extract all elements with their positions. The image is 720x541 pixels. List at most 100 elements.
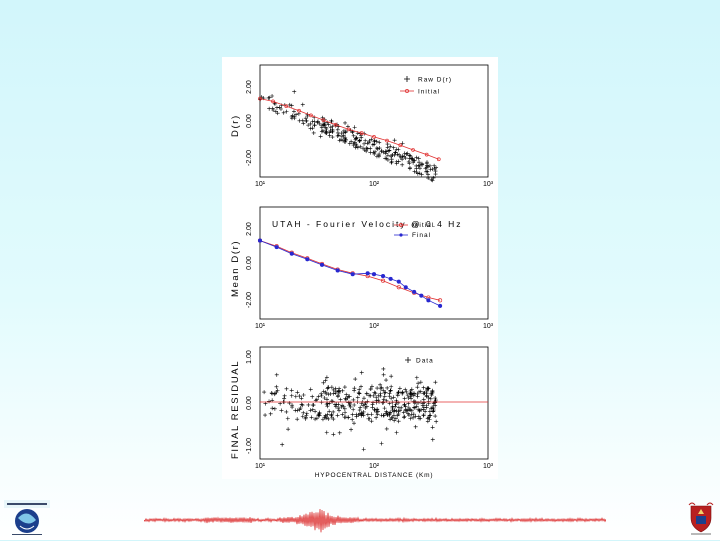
raw-point bbox=[386, 148, 391, 153]
residual-point bbox=[408, 391, 413, 396]
raw-point bbox=[432, 163, 437, 168]
residual-point bbox=[411, 415, 416, 420]
residual-point bbox=[424, 388, 429, 393]
residual-point bbox=[411, 405, 416, 410]
residual-point bbox=[361, 447, 366, 452]
residual-point bbox=[416, 414, 421, 419]
series-point-final bbox=[403, 285, 408, 290]
residual-point bbox=[353, 377, 358, 382]
residual-point bbox=[337, 430, 342, 435]
residual-point bbox=[385, 385, 390, 390]
residual-point bbox=[393, 402, 398, 407]
initial-point bbox=[309, 113, 313, 118]
residual-point bbox=[368, 387, 373, 392]
residual-point bbox=[321, 380, 326, 385]
initial-point bbox=[424, 152, 429, 157]
residual-point bbox=[309, 415, 314, 420]
residual-point bbox=[431, 406, 436, 411]
university-crest-svg bbox=[688, 502, 714, 535]
residual-point bbox=[304, 413, 309, 418]
raw-point bbox=[273, 109, 278, 114]
legend-mid-initial-label: Initial bbox=[412, 222, 434, 229]
raw-point bbox=[270, 106, 275, 111]
raw-point bbox=[427, 163, 432, 168]
series-point-final bbox=[305, 257, 310, 262]
residual-point bbox=[357, 387, 362, 392]
raw-point bbox=[342, 136, 347, 141]
panel-middle: Mean D(r) 2.00 0.00 -2.00 10¹ 10² 10³ UT… bbox=[230, 206, 494, 330]
raw-point bbox=[407, 161, 412, 166]
raw-point bbox=[272, 101, 277, 106]
university-logo-left bbox=[4, 500, 50, 536]
initial-point bbox=[359, 131, 364, 135]
residual-point bbox=[422, 400, 427, 405]
crest-emblem bbox=[698, 509, 704, 514]
residual-point bbox=[362, 402, 367, 407]
raw-point bbox=[361, 146, 366, 151]
raw-point bbox=[364, 149, 369, 154]
raw-point bbox=[397, 152, 402, 157]
panel-middle-legend: Initial Final bbox=[394, 222, 434, 239]
residual-point bbox=[433, 396, 438, 401]
series-point-final bbox=[365, 271, 370, 276]
residual-point bbox=[349, 427, 354, 432]
residual-point bbox=[350, 417, 355, 422]
residual-point bbox=[415, 385, 420, 390]
initial-point bbox=[411, 148, 415, 152]
residual-point bbox=[342, 406, 347, 411]
panel-middle-series bbox=[257, 238, 443, 308]
raw-point bbox=[392, 138, 397, 143]
residual-point bbox=[316, 412, 321, 417]
residual-point bbox=[316, 394, 321, 399]
raw-point bbox=[337, 138, 342, 143]
residual-point bbox=[425, 387, 430, 392]
residual-point bbox=[424, 405, 429, 410]
raw-point bbox=[310, 119, 315, 124]
logo-left-arc bbox=[19, 525, 35, 530]
residual-point bbox=[375, 386, 380, 391]
residual-point bbox=[406, 413, 411, 418]
residual-point bbox=[327, 409, 332, 414]
residual-point bbox=[352, 421, 357, 426]
residual-point bbox=[387, 391, 392, 396]
raw-point bbox=[274, 105, 279, 110]
residual-point bbox=[329, 399, 334, 404]
residual-point bbox=[336, 393, 341, 398]
raw-point bbox=[420, 162, 425, 167]
residual-point bbox=[391, 413, 396, 418]
raw-point bbox=[300, 102, 305, 107]
residual-point bbox=[340, 412, 345, 417]
residual-point bbox=[379, 441, 384, 446]
legend-mid-final-label: Final bbox=[412, 232, 431, 239]
panel-top-xtick-2: 10³ bbox=[483, 181, 494, 188]
residual-point bbox=[272, 406, 277, 411]
residual-point bbox=[321, 389, 326, 394]
residual-point bbox=[282, 396, 287, 401]
raw-point bbox=[363, 138, 368, 143]
raw-point bbox=[395, 152, 400, 157]
legend-initial-label: Initial bbox=[418, 89, 440, 96]
residual-point bbox=[280, 442, 285, 447]
series-point-final bbox=[289, 251, 294, 256]
residual-point bbox=[402, 414, 407, 419]
logo-left-swirl bbox=[18, 513, 36, 524]
residual-point bbox=[378, 391, 383, 396]
residual-point bbox=[430, 425, 435, 430]
raw-point bbox=[304, 118, 309, 123]
residual-point bbox=[301, 410, 306, 415]
panel-bottom-ytick-2: -1.00 bbox=[246, 438, 253, 454]
residual-point bbox=[384, 409, 389, 414]
residual-point bbox=[347, 394, 352, 399]
residual-point bbox=[314, 416, 319, 421]
residual-point bbox=[401, 410, 406, 415]
raw-point bbox=[297, 118, 302, 123]
panel-middle-ytick-2: -2.00 bbox=[246, 292, 253, 308]
raw-point bbox=[431, 175, 436, 180]
residual-point bbox=[405, 408, 410, 413]
panel-middle-ylabel: Mean D(r) bbox=[230, 240, 241, 297]
panel-bottom-ylabel: FINAL RESIDUAL bbox=[230, 360, 241, 459]
raw-point bbox=[366, 140, 371, 145]
panel-bottom-xtick-2: 10³ bbox=[483, 463, 494, 470]
panel-bottom: FINAL RESIDUAL 1.00 0.00 -1.00 10¹ 10² 1… bbox=[230, 346, 494, 479]
raw-point bbox=[417, 166, 422, 171]
